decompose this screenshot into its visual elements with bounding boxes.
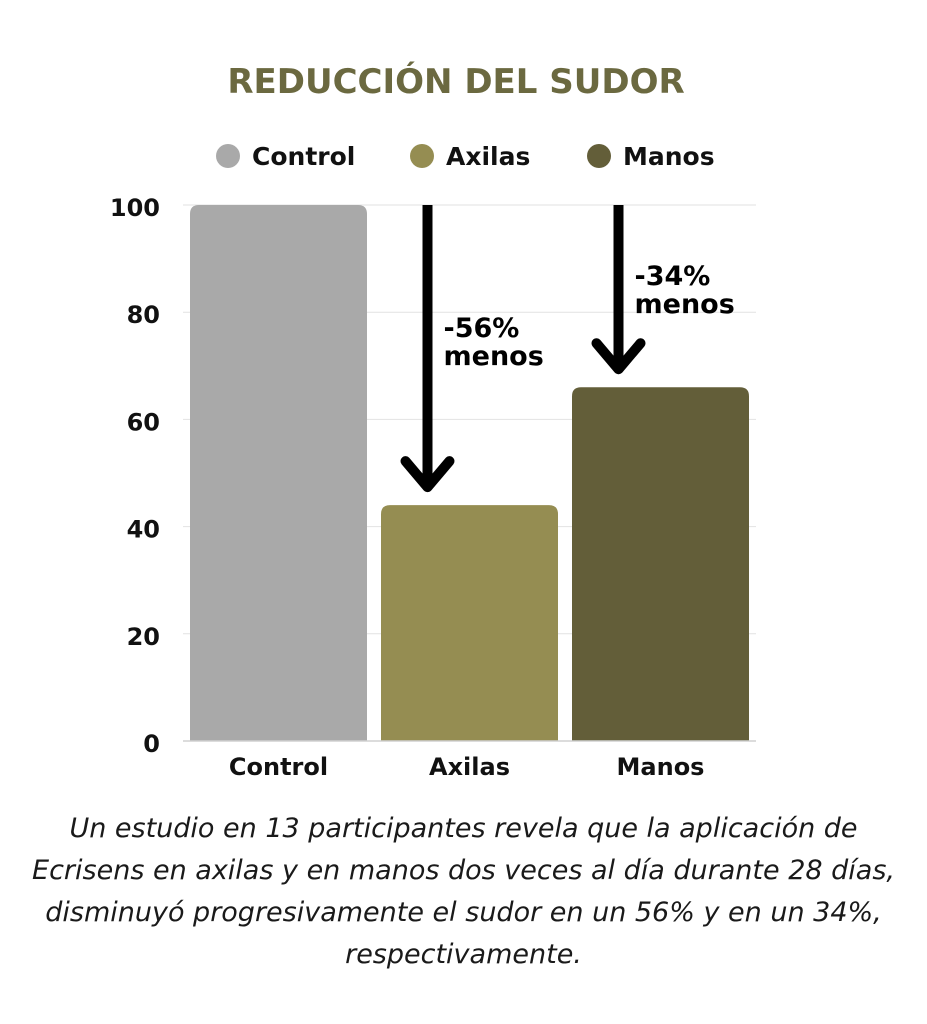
y-tick-label: 20 xyxy=(127,623,160,651)
bar-axilas xyxy=(381,505,558,741)
arrow-head xyxy=(400,456,455,493)
bar-control xyxy=(190,205,367,741)
annotation-label: menos xyxy=(635,289,735,320)
bar-manos xyxy=(572,387,749,741)
chart-caption: Un estudio en 13 participantes revela qu… xyxy=(32,813,895,970)
legend-marker xyxy=(587,144,611,168)
y-tick-label: 60 xyxy=(127,408,160,436)
x-tick-label: Control xyxy=(229,753,328,781)
annotation-value: -56% xyxy=(444,313,520,344)
bar-chart: 0 20 40 60 80 100 Control Axilas Manos Control Axi… xyxy=(110,142,756,781)
annotation-label: menos xyxy=(444,341,544,372)
y-tick-label: 100 xyxy=(110,194,160,222)
legend-label: Axilas xyxy=(446,142,530,171)
legend-label: Control xyxy=(252,142,355,171)
chart-title: REDUCCIÓN DEL SUDOR xyxy=(227,62,685,102)
y-tick-label: 40 xyxy=(127,516,160,544)
arrow-head xyxy=(591,338,646,375)
legend-marker xyxy=(216,144,240,168)
x-tick-label: Axilas xyxy=(429,753,510,781)
x-tick-label: Manos xyxy=(617,753,705,781)
legend-marker xyxy=(410,144,434,168)
annotation-value: -34% xyxy=(635,261,711,292)
y-tick-label: 80 xyxy=(127,301,160,329)
y-tick-label: 0 xyxy=(143,730,160,758)
legend-label: Manos xyxy=(623,142,715,171)
